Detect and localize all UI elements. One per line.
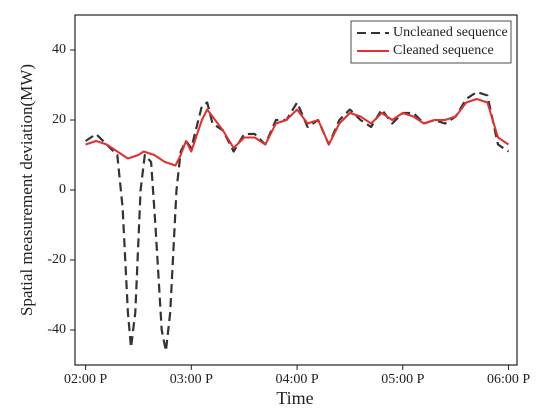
series-line bbox=[84, 90, 510, 353]
series-line bbox=[85, 98, 510, 167]
y-tick-label: -40 bbox=[47, 322, 66, 337]
x-axis-title: Time bbox=[276, 388, 313, 408]
y-tick-label: -20 bbox=[47, 252, 66, 267]
x-tick-label: 04:00 P bbox=[275, 372, 318, 387]
x-tick-label: 02:00 P bbox=[64, 372, 107, 387]
legend-label: Cleaned sequence bbox=[393, 43, 494, 58]
x-tick-label: 05:00 P bbox=[381, 372, 424, 387]
y-tick-label: 0 bbox=[59, 182, 66, 197]
x-tick-label: 03:00 P bbox=[170, 372, 213, 387]
y-tick-label: 40 bbox=[52, 42, 66, 57]
y-axis-title: Spatial measurement deviation(MW) bbox=[17, 64, 36, 316]
y-tick-label: 20 bbox=[52, 112, 66, 127]
legend-label: Uncleaned sequence bbox=[393, 25, 508, 40]
x-tick-label: 06:00 P bbox=[487, 372, 530, 387]
legend-box bbox=[350, 20, 512, 64]
